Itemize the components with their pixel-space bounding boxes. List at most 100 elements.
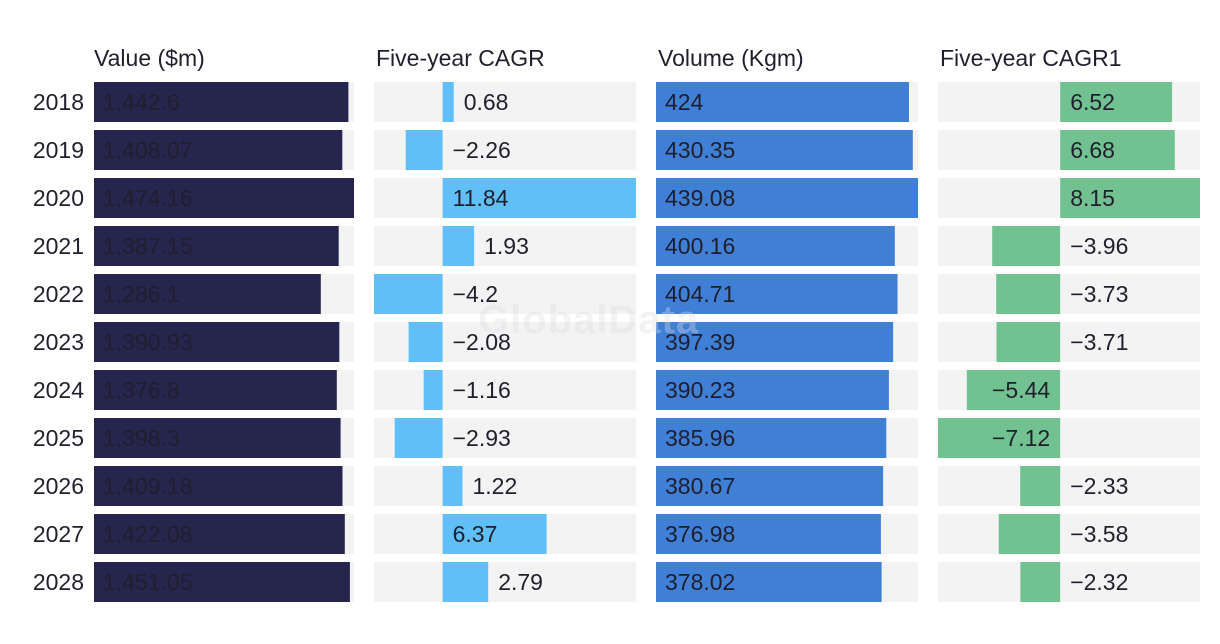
row-background <box>374 466 636 506</box>
bar <box>94 322 340 362</box>
year-label: 2023 <box>33 329 84 355</box>
bar <box>94 82 349 122</box>
data-label: 430.35 <box>665 137 735 163</box>
year-label: 2018 <box>33 89 84 115</box>
bar <box>656 562 882 602</box>
data-label: 1.22 <box>473 473 518 499</box>
data-label: 380.67 <box>665 473 735 499</box>
bar <box>94 274 321 314</box>
bar <box>938 418 1061 458</box>
year-label: 2019 <box>33 137 84 163</box>
year-label: 2021 <box>33 233 84 259</box>
bar <box>1020 562 1061 602</box>
year-label: 2027 <box>33 521 84 547</box>
data-label: 424 <box>665 89 704 115</box>
data-label: −2.08 <box>453 329 511 355</box>
panel-title: Volume (Kgm) <box>658 45 804 71</box>
bar <box>966 370 1061 410</box>
row-background <box>938 562 1200 602</box>
row-background <box>374 562 636 602</box>
year-label: 2026 <box>33 473 84 499</box>
bar <box>442 178 636 218</box>
data-label: −4.2 <box>453 281 498 307</box>
bar <box>656 274 898 314</box>
panel-title: Five-year CAGR <box>376 45 545 71</box>
bar <box>996 322 1061 362</box>
bar <box>442 82 454 122</box>
bar <box>992 226 1061 266</box>
bar <box>998 514 1061 554</box>
data-label: −2.32 <box>1070 569 1128 595</box>
bar <box>442 514 547 554</box>
panel-title: Value ($m) <box>94 45 205 71</box>
bar <box>442 562 489 602</box>
bar <box>656 322 894 362</box>
row-background <box>938 226 1200 266</box>
year-label: 2020 <box>33 185 84 211</box>
data-label: 439.08 <box>665 185 735 211</box>
data-label: −3.71 <box>1070 329 1128 355</box>
bar <box>656 466 884 506</box>
data-label: 376.98 <box>665 521 735 547</box>
data-label: 378.02 <box>665 569 735 595</box>
data-label: −7.12 <box>992 425 1050 451</box>
data-label: −2.93 <box>453 425 511 451</box>
bar <box>442 466 463 506</box>
data-label: 1,286.1 <box>103 281 180 307</box>
data-label: 1.93 <box>484 233 529 259</box>
panel-title: Five-year CAGR1 <box>940 45 1121 71</box>
row-background <box>938 466 1200 506</box>
data-label: 8.15 <box>1070 185 1115 211</box>
bar <box>94 562 350 602</box>
bar <box>374 274 443 314</box>
data-label: 400.16 <box>665 233 735 259</box>
data-label: −5.44 <box>992 377 1050 403</box>
data-label: −3.96 <box>1070 233 1128 259</box>
bar <box>408 322 443 362</box>
data-label: 6.52 <box>1070 89 1115 115</box>
bar <box>1060 178 1200 218</box>
bar <box>94 130 343 170</box>
bar <box>1020 466 1061 506</box>
row-background <box>374 226 636 266</box>
bar <box>94 226 339 266</box>
data-label: 6.37 <box>453 521 498 547</box>
data-label: 1,398.3 <box>103 425 180 451</box>
data-label: 1,390.93 <box>103 329 193 355</box>
data-label: 385.96 <box>665 425 735 451</box>
bar <box>94 178 354 218</box>
bar <box>405 130 443 170</box>
bar <box>656 514 881 554</box>
data-label: −2.26 <box>453 137 511 163</box>
bar <box>1060 82 1173 122</box>
bar <box>656 178 918 218</box>
data-label: 1,376.8 <box>103 377 180 403</box>
bar <box>656 370 889 410</box>
row-background <box>938 274 1200 314</box>
bar <box>94 370 337 410</box>
data-label: 1,442.6 <box>103 89 180 115</box>
bar <box>394 418 443 458</box>
year-label: 2028 <box>33 569 84 595</box>
row-background <box>374 82 636 122</box>
row-background <box>938 322 1200 362</box>
data-label: 1,387.15 <box>103 233 193 259</box>
data-label: −1.16 <box>453 377 511 403</box>
data-label: 390.23 <box>665 377 735 403</box>
data-label: −2.33 <box>1070 473 1128 499</box>
bar <box>94 466 343 506</box>
year-label: 2024 <box>33 377 84 403</box>
row-background <box>938 514 1200 554</box>
data-label: 1,422.08 <box>103 521 193 547</box>
bar <box>442 226 475 266</box>
bar <box>656 418 887 458</box>
bar <box>1060 130 1175 170</box>
data-label: 11.84 <box>453 185 509 211</box>
data-label: 2.79 <box>498 569 543 595</box>
year-label: 2022 <box>33 281 84 307</box>
data-label: 0.68 <box>464 89 509 115</box>
row-background <box>374 370 636 410</box>
data-label: 1,408.07 <box>103 137 193 163</box>
data-label: 1,409.18 <box>103 473 193 499</box>
